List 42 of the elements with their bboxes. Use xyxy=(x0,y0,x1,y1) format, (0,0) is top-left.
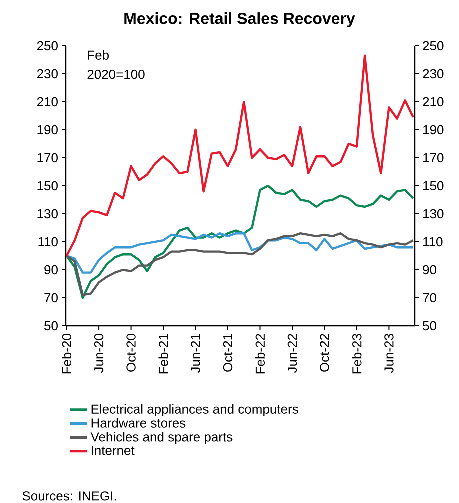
y-tick-label: 130 xyxy=(424,209,444,219)
y-tick-label: 150 xyxy=(424,181,444,191)
x-tick-label: Feb-20 xyxy=(62,334,72,374)
line-series xyxy=(66,184,414,300)
y2-tick-label: 130 xyxy=(38,209,58,219)
source-note: Sources: INEGI. xyxy=(22,492,116,501)
y2-tick-label: 50 xyxy=(44,321,58,331)
y-tick-label: 250 xyxy=(423,41,444,51)
legend-label: Vehicles and spare parts xyxy=(90,432,233,444)
y2-tick-label: 90 xyxy=(44,265,58,275)
x-tick-label: Feb-22 xyxy=(255,334,266,374)
legend-label: Internet xyxy=(92,446,135,456)
y-tick-label: 50 xyxy=(423,321,436,331)
x-tick-label: Feb-23 xyxy=(352,334,362,374)
y2-tick-label: 230 xyxy=(37,69,58,79)
chart-title: Mexico: Retail Sales Recovery xyxy=(124,12,356,28)
x-tick-label: Feb-21 xyxy=(158,334,168,374)
y-tick-label: 230 xyxy=(423,69,444,79)
y-tick-label: 210 xyxy=(423,97,444,107)
y2-tick-label: 70 xyxy=(44,293,58,303)
y2-tick-label: 250 xyxy=(37,41,58,51)
annotation: Feb xyxy=(88,50,109,60)
y-tick-label: 70 xyxy=(423,293,436,303)
y2-tick-label: 210 xyxy=(37,97,58,107)
x-tick-label: Oct-20 xyxy=(126,334,136,372)
x-tick-label: Jun-21 xyxy=(191,334,200,374)
annotation: 2020=100 xyxy=(88,70,145,80)
y2-tick-label: 150 xyxy=(38,181,58,191)
y-tick-label: 110 xyxy=(424,237,443,247)
x-tick-label: Oct-22 xyxy=(320,334,330,372)
legend-label: Electrical appliances and computers xyxy=(92,404,298,417)
y2-tick-label: 110 xyxy=(38,237,58,247)
x-tick-label: Oct-21 xyxy=(223,334,233,372)
y2-tick-label: 170 xyxy=(38,153,58,163)
x-tick-label: Jun-23 xyxy=(384,334,394,374)
y-tick-label: 90 xyxy=(423,265,436,275)
legend-label: Hardware stores xyxy=(92,418,186,428)
y-tick-label: 190 xyxy=(424,125,444,135)
x-tick-label: Jun-20 xyxy=(94,334,104,374)
x-tick-label: Jun-22 xyxy=(288,334,298,374)
y-tick-label: 170 xyxy=(424,153,444,163)
y2-tick-label: 190 xyxy=(38,125,58,135)
